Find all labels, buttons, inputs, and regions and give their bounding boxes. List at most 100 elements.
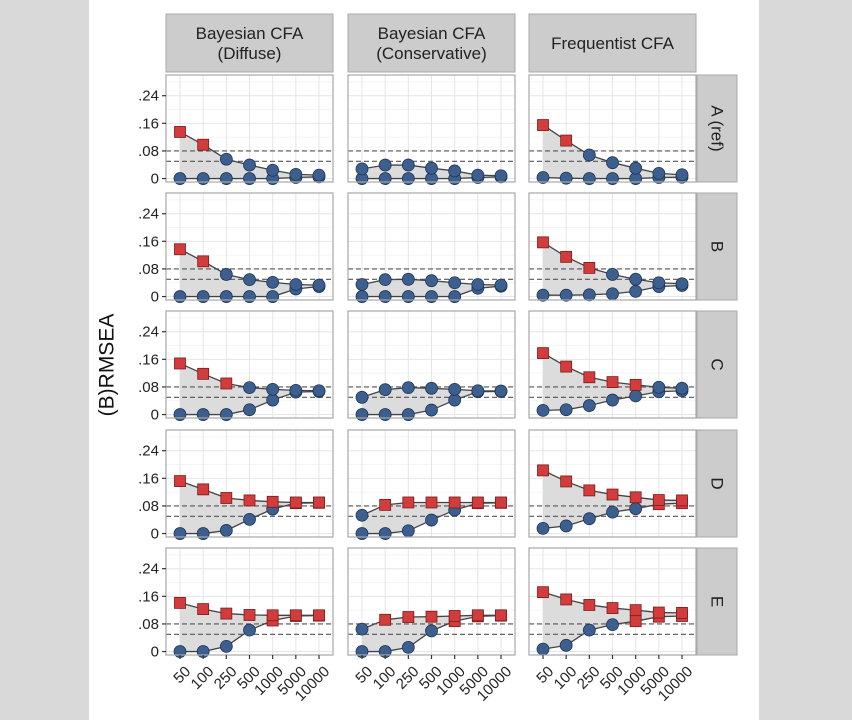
data-point-circle [312,384,326,398]
data-point-circle [196,172,210,185]
data-point-square [313,609,325,622]
y-tick-label: 0 [151,644,159,661]
data-point-circle [289,278,303,291]
data-point-circle [629,272,643,286]
data-point-square [197,255,210,268]
data-point-circle [243,623,256,637]
data-point-circle [425,403,438,417]
chart-canvas: Bayesian CFA (Diffuse) Bayesian CFA (Conser… [89,0,759,720]
panel-border [347,429,516,538]
data-point-circle [219,408,233,421]
data-point-square [560,475,573,488]
y-tick-label: .16 [138,115,159,132]
data-point-square [197,483,210,496]
data-point-circle [582,288,596,302]
column-strip [165,13,334,73]
data-point-circle [652,276,666,290]
data-point-circle [606,505,619,519]
data-point-circle [355,527,369,540]
data-point-square [402,496,415,509]
data-point-square [629,604,642,617]
data-point-square [583,484,596,497]
y-tick-label: 0 [151,526,159,543]
data-point-square [197,138,210,151]
panel-border [165,192,334,301]
data-point-square [266,495,279,508]
data-point-circle [401,524,415,538]
data-point-circle [219,639,233,653]
data-point-square [220,377,233,390]
y-tick-label: .08 [138,498,159,515]
data-point-circle [289,383,303,397]
data-point-circle [401,272,415,286]
row-strip [696,429,738,538]
data-point-circle [243,158,256,172]
data-point-circle [243,512,256,526]
data-point-circle [559,403,573,417]
data-point-circle [401,158,415,172]
data-point-circle [494,278,508,292]
row-strip [696,547,738,656]
column-strip [347,13,516,73]
data-point-circle [312,168,326,182]
data-point-circle [289,168,303,181]
data-point-square [606,376,619,389]
data-point-square [448,610,461,622]
data-point-square [471,496,484,509]
ribbon-area [180,131,319,179]
data-point-square [402,611,415,623]
row-strip [696,192,738,301]
data-point-square [174,357,186,370]
data-point-square [495,496,507,509]
data-point-circle [219,172,233,185]
data-point-square [289,609,302,622]
data-point-circle [243,403,256,417]
data-point-circle [173,290,187,303]
data-point-circle [536,642,550,656]
data-point-circle [652,166,666,180]
column-strip [528,13,697,73]
y-tick-label: .24 [138,88,159,105]
data-point-circle [448,164,462,178]
data-point-circle [536,404,550,417]
data-point-square [243,609,256,621]
data-point-circle [559,288,573,302]
data-point-square [606,602,619,614]
panel-border [347,74,516,183]
y-tick-label: 0 [151,289,159,306]
data-point-circle [559,638,573,652]
data-point-circle [559,171,573,185]
y-tick-label: .24 [138,324,159,341]
data-point-circle [606,268,619,281]
data-point-circle [355,408,369,421]
data-point-square [174,243,186,256]
data-point-circle [536,521,550,535]
data-point-square [560,360,573,373]
data-point-circle [471,384,485,398]
ribbon-area [543,242,682,296]
row-strip [696,74,738,183]
data-point-circle [219,524,233,537]
data-point-circle [652,380,666,394]
row-strip-label: D [708,477,727,489]
data-point-square [652,494,665,506]
data-point-square [220,492,233,504]
y-tick-label: .24 [138,561,159,578]
data-point-square [537,347,549,360]
data-point-circle [582,148,596,162]
data-point-circle [219,290,233,303]
row-strip-label: E [708,596,727,607]
data-point-circle [582,172,596,185]
data-point-circle [355,278,369,291]
data-point-circle [266,382,280,396]
y-tick-label: .08 [138,379,159,396]
panel-border [528,74,697,183]
data-point-circle [536,288,550,302]
data-point-circle [629,502,643,516]
data-point-square [676,494,688,507]
data-point-square [537,119,549,131]
data-point-square [379,498,392,511]
data-point-circle [401,408,415,421]
data-point-circle [378,290,392,303]
panel-border [347,310,516,419]
